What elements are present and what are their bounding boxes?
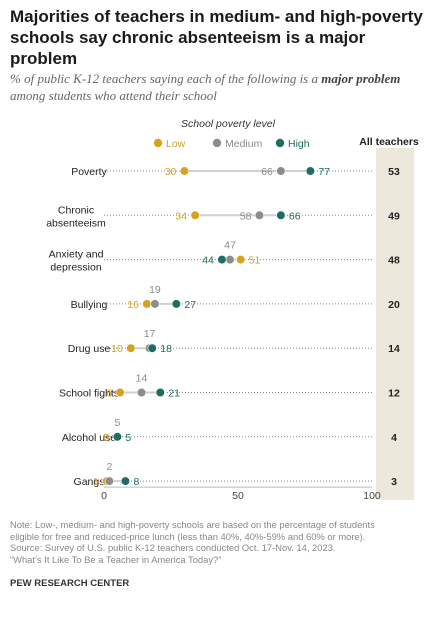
data-point-high	[120, 476, 131, 486]
source-line: Source: Survey of U.S. public K-12 teach…	[10, 542, 336, 554]
data-point-high	[276, 210, 286, 220]
all-teachers-header: All teachers	[359, 136, 419, 148]
subtitle-text: % of public K-12 teachers saying each of…	[10, 71, 322, 86]
all-teachers-column	[376, 148, 414, 500]
legend-label-low: Low	[166, 138, 186, 150]
data-point-high	[155, 387, 165, 398]
category-label-line2: absenteeism	[46, 217, 106, 229]
dot-plot-chart: All teachers School poverty level Low Mediu…	[46, 118, 419, 502]
data-point-medium	[225, 255, 235, 265]
data-label-high: 27	[184, 299, 196, 311]
subtitle-text-end: among students who attend their school	[10, 88, 217, 103]
all-teachers-value: 4	[391, 432, 397, 444]
all-teachers-value: 53	[388, 166, 400, 178]
x-tick-label: 100	[363, 490, 381, 502]
data-label-low: 10	[111, 343, 123, 355]
category-label: Gangs	[74, 476, 105, 488]
data-label-medium: 17	[144, 328, 156, 340]
data-label-low: 1	[93, 476, 99, 488]
x-tick-label: 50	[232, 490, 244, 502]
data-label-medium: 58	[240, 210, 252, 222]
all-teachers-value: 48	[388, 255, 400, 267]
data-label-low: 16	[127, 299, 139, 311]
legend-marker-low	[153, 138, 163, 148]
data-label-high: 8	[133, 476, 139, 488]
legend-title: School poverty level	[181, 118, 276, 130]
data-label-low: 6	[106, 388, 112, 400]
data-label-medium: 47	[224, 240, 236, 252]
source-report-line: “What’s It Like To Be a Teacher in Ameri…	[10, 553, 222, 565]
data-point-medium	[254, 210, 265, 220]
chart-note: Note: Low-, medium- and high-poverty sch…	[10, 519, 430, 565]
legend-marker-high	[275, 138, 285, 148]
data-label-high: 5	[125, 432, 131, 444]
legend-label-high: High	[288, 138, 310, 150]
data-point-low	[126, 343, 136, 353]
data-label-low: 30	[165, 166, 177, 178]
category-label: School fights	[59, 388, 119, 400]
data-label-medium: 2	[106, 461, 112, 473]
subtitle-emphasis: major problem	[321, 71, 401, 86]
data-label-high: 21	[168, 388, 180, 400]
data-label-medium: 66	[261, 166, 273, 178]
category-label: Bullying	[71, 299, 108, 311]
note-line: Note: Low-, medium- and high-poverty sch…	[10, 519, 375, 530]
note-line: eligible for free and reduced-price lunc…	[10, 530, 366, 542]
data-point-low	[190, 210, 200, 220]
chart-subtitle: % of public K-12 teachers saying each of…	[10, 70, 430, 104]
data-point-low	[142, 299, 152, 309]
legend-marker-medium	[212, 138, 222, 148]
data-point-low	[179, 166, 189, 176]
data-label-medium: 19	[149, 284, 161, 296]
data-point-medium	[150, 299, 160, 309]
category-label: Drug use	[68, 343, 111, 355]
x-tick-label: 0	[101, 490, 107, 502]
data-label-high: 44	[202, 255, 214, 267]
all-teachers-value: 12	[388, 388, 400, 400]
category-label: Poverty	[71, 166, 107, 178]
all-teachers-value: 3	[391, 476, 397, 488]
data-label-medium: 14	[136, 373, 148, 385]
data-point-high	[112, 432, 122, 442]
data-point-medium	[104, 476, 114, 486]
data-point-low	[115, 387, 125, 398]
data-point-low	[236, 255, 246, 265]
data-label-high: 18	[160, 343, 172, 355]
category-label: Alcohol use	[62, 432, 116, 444]
legend-label-medium: Medium	[225, 138, 263, 150]
data-label-high: 66	[289, 210, 301, 222]
data-label-low: 5	[104, 432, 110, 444]
data-point-medium	[276, 166, 286, 176]
organization-name: PEW RESEARCH CENTER	[10, 578, 130, 589]
data-point-high	[217, 255, 227, 265]
data-label-low: 51	[249, 255, 261, 267]
data-label-medium: 5	[114, 417, 120, 429]
all-teachers-value: 49	[388, 210, 400, 222]
category-label: Chronic	[58, 204, 94, 216]
all-teachers-value: 14	[388, 343, 400, 355]
category-label-line2: depression	[50, 262, 102, 274]
data-point-high	[147, 343, 157, 353]
all-teachers-value: 20	[388, 299, 400, 311]
data-point-high	[305, 166, 315, 176]
chart-title: Majorities of teachers in medium- and hi…	[10, 7, 423, 68]
data-point-medium	[136, 387, 147, 398]
data-label-low: 34	[175, 210, 187, 222]
data-label-high: 77	[318, 166, 330, 178]
data-point-high	[171, 299, 181, 309]
category-label: Anxiety and	[49, 249, 104, 261]
